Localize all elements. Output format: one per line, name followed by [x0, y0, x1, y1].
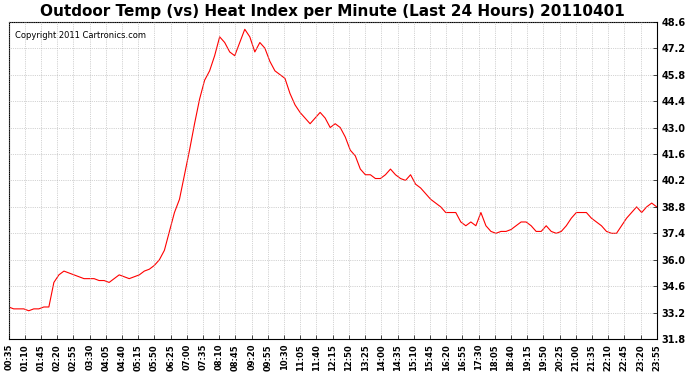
- Text: Copyright 2011 Cartronics.com: Copyright 2011 Cartronics.com: [15, 31, 146, 40]
- Title: Outdoor Temp (vs) Heat Index per Minute (Last 24 Hours) 20110401: Outdoor Temp (vs) Heat Index per Minute …: [40, 4, 625, 19]
